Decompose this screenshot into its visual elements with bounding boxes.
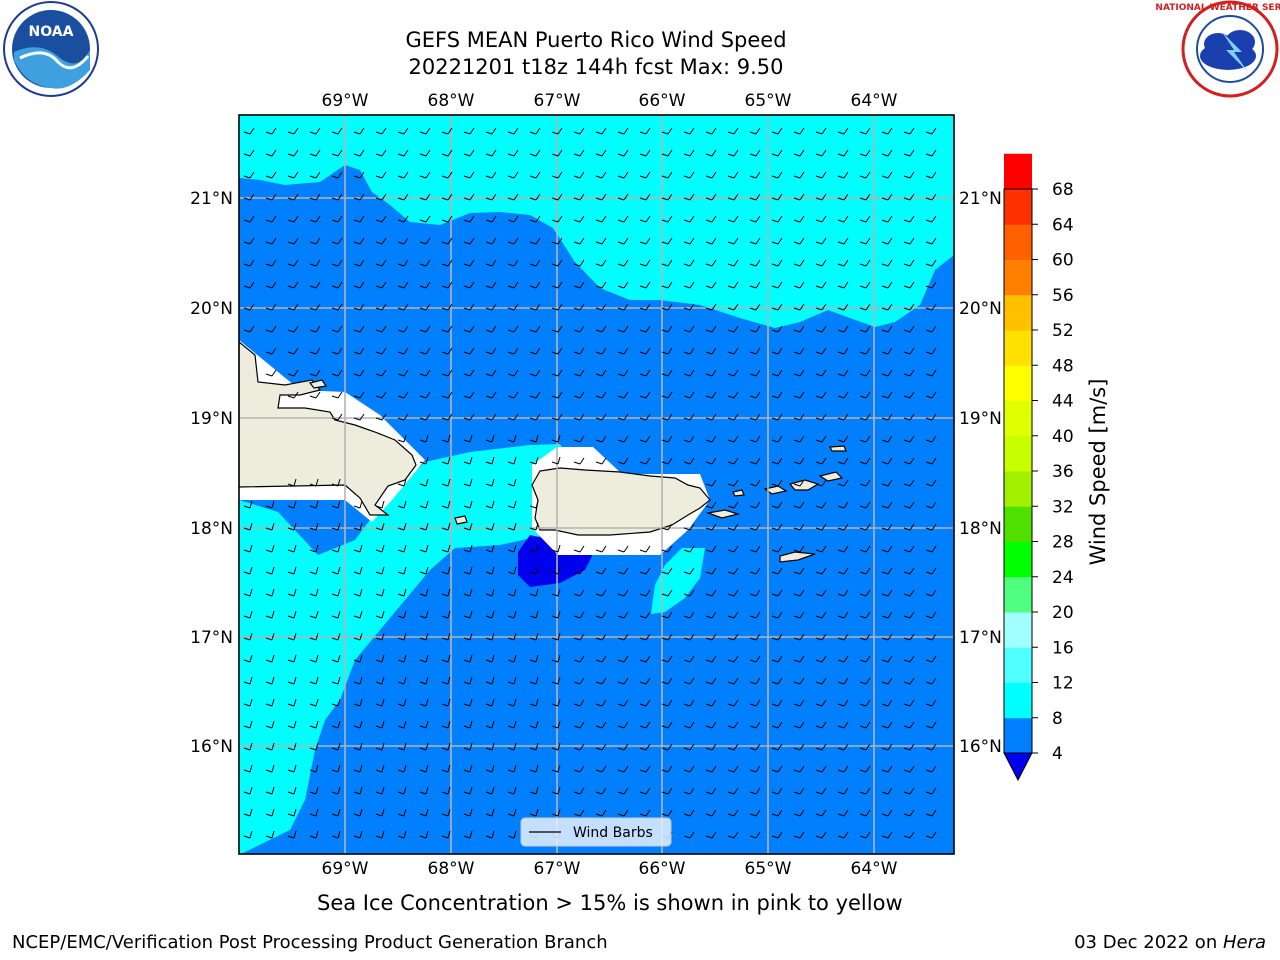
map-frame (238, 114, 955, 855)
colorbar-tick-label: 40 (1052, 427, 1074, 447)
colorbar-segment (1004, 612, 1032, 648)
colorbar-segment (1004, 647, 1032, 683)
colorbar-segment (1004, 153, 1032, 190)
graticule (239, 115, 954, 854)
colorbar-segment (1004, 576, 1032, 613)
lat-label: 21°N (959, 189, 1002, 209)
land-islet-1 (308, 379, 328, 389)
colorbar-tick-label: 16 (1052, 638, 1074, 658)
colorbar-segment (1004, 682, 1032, 719)
lon-label: 65°W (745, 859, 792, 879)
lon-label: 68°W (428, 91, 475, 111)
noaa-logo-text: NOAA (29, 24, 74, 40)
chart-subtitle: 20221201 t18z 144h fcst Max: 9.50 (408, 55, 784, 79)
lat-label: 20°N (959, 299, 1002, 319)
noaa-logo: NOAA (3, 1, 99, 97)
lat-label: 21°N (190, 189, 233, 209)
land-vieques (705, 509, 741, 519)
lat-labels-right: 21°N 20°N 19°N 18°N 17°N 16°N (959, 189, 1002, 757)
lon-label: 68°W (428, 859, 475, 879)
colorbar-tick-label: 36 (1052, 462, 1074, 482)
colorbar-tick-label: 44 (1052, 392, 1074, 412)
lon-label: 64°W (851, 91, 898, 111)
land-islet-3 (829, 445, 847, 452)
land-virgin-islands-3 (818, 471, 844, 482)
colorbar-segment (1004, 189, 1032, 225)
colorbar-tick-label: 28 (1052, 533, 1074, 553)
nws-logo-text: NATIONAL WEATHER SERVICE (1155, 3, 1280, 13)
map-legend: Wind Barbs (520, 817, 672, 847)
lat-label: 18°N (190, 519, 233, 539)
lat-label: 19°N (959, 409, 1002, 429)
land-islet-4 (732, 489, 745, 497)
wind-barb-marks (243, 127, 937, 839)
lon-label: 69°W (322, 91, 369, 111)
colorbar-tick-label: 64 (1052, 215, 1074, 235)
colorbar-segment (1004, 506, 1032, 542)
footer-credit: NCEP/EMC/Verification Post Processing Pr… (12, 932, 608, 953)
land-puerto-rico (531, 467, 711, 536)
colorbar-tick-label: 32 (1052, 497, 1074, 517)
chart-title: GEFS MEAN Puerto Rico Wind Speed (405, 28, 787, 52)
colorbar-segment (1004, 365, 1032, 401)
colorbar-label: Wind Speed [m/s] (1086, 379, 1110, 566)
land-virgin-islands-1 (763, 485, 788, 495)
lat-label: 19°N (190, 409, 233, 429)
lat-label: 20°N (190, 299, 233, 319)
lon-labels-top: 69°W 68°W 67°W 66°W 65°W 64°W (322, 91, 898, 111)
colorbar-tick-label: 48 (1052, 356, 1074, 376)
colorbar-tick-label: 56 (1052, 286, 1074, 306)
map-area (239, 115, 954, 854)
wind-barbs (243, 127, 937, 839)
colorbar-segment (1004, 541, 1032, 578)
lon-label: 66°W (639, 859, 686, 879)
colorbar-segment (1004, 224, 1032, 260)
lon-label: 65°W (745, 91, 792, 111)
colorbar-segment (1004, 259, 1032, 296)
lat-label: 17°N (959, 628, 1002, 648)
land-islet-2 (454, 515, 468, 525)
lat-label: 17°N (190, 628, 233, 648)
footer-date: 03 Dec 2022 on Hera (1074, 932, 1266, 953)
colorbar-tick-label: 8 (1052, 709, 1063, 729)
nws-logo: NATIONAL WEATHER SERVICE (1155, 0, 1280, 98)
colorbar-segment (1004, 435, 1032, 472)
colorbar-tick-label: 4 (1052, 744, 1063, 764)
lon-label: 69°W (322, 859, 369, 879)
colorbar-segment (1004, 471, 1032, 507)
lon-label: 67°W (534, 91, 581, 111)
speed-region-east-8-12 (651, 548, 705, 614)
colorbar-tick-label: 20 (1052, 603, 1074, 623)
lon-labels-bottom: 69°W 68°W 67°W 66°W 65°W 64°W (322, 859, 898, 879)
lat-labels-left: 21°N 20°N 19°N 18°N 17°N 16°N (190, 189, 233, 757)
lon-label: 67°W (534, 859, 581, 879)
colorbar-segment (1004, 717, 1032, 754)
colorbar-tick-label: 12 (1052, 674, 1074, 694)
lat-label: 18°N (959, 519, 1002, 539)
colorbar-tick-label: 24 (1052, 568, 1074, 588)
colorbar-underflow-triangle (1003, 752, 1033, 782)
colorbar-tick-label: 60 (1052, 251, 1074, 271)
lat-label: 16°N (190, 737, 233, 757)
colorbar-segment (1004, 400, 1032, 437)
colorbar-segment (1004, 294, 1032, 331)
colorbar-tick-label: 52 (1052, 321, 1074, 341)
lon-label: 66°W (639, 91, 686, 111)
speed-region-north-8-12 (239, 115, 954, 328)
lon-label: 64°W (851, 859, 898, 879)
legend-label: Wind Barbs (573, 825, 653, 841)
land-virgin-islands-2 (788, 479, 820, 491)
land-st-croix (779, 551, 816, 563)
lat-label: 16°N (959, 737, 1002, 757)
colorbar-tick-label: 68 (1052, 180, 1074, 200)
colorbar-segment (1004, 330, 1032, 366)
